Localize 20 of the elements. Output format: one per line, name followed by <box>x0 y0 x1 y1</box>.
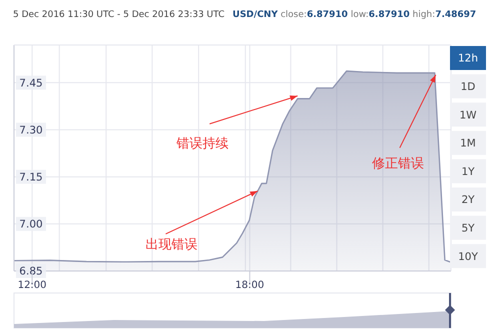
range-button[interactable]: 1D <box>450 74 486 98</box>
y-tick-label: 7.00 <box>19 218 43 231</box>
range-button[interactable]: 1Y <box>450 159 486 184</box>
annotation: 修正错误 <box>372 156 424 172</box>
x-tick-label: 18:00 <box>235 280 264 291</box>
y-tick-label: 7.30 <box>19 124 43 136</box>
range-button[interactable]: 1M <box>450 130 486 155</box>
y-tick-label: 7.15 <box>19 172 43 184</box>
range-button[interactable]: 1W <box>450 102 486 127</box>
text: USD/CNY close:6.87910 low:6.87910 high:7.48697 <box>232 10 476 20</box>
y-tick-label: 7.45 <box>19 77 43 90</box>
range-button[interactable]: 2Y <box>450 188 486 212</box>
annotation: 错误持续 <box>176 136 229 152</box>
chart-title: 5 Dec 2016 11:30 UTC - 5 Dec 2016 23:33 UTC <box>13 10 225 20</box>
x-tick-label: 12:00 <box>18 280 47 291</box>
range-button[interactable]: 12h <box>450 46 486 70</box>
range-button[interactable]: 10Y <box>450 244 486 268</box>
y-tick-label: 6.85 <box>19 266 43 278</box>
range-button[interactable]: 5Y <box>450 216 486 240</box>
annotation: 出现错误 <box>146 238 198 253</box>
